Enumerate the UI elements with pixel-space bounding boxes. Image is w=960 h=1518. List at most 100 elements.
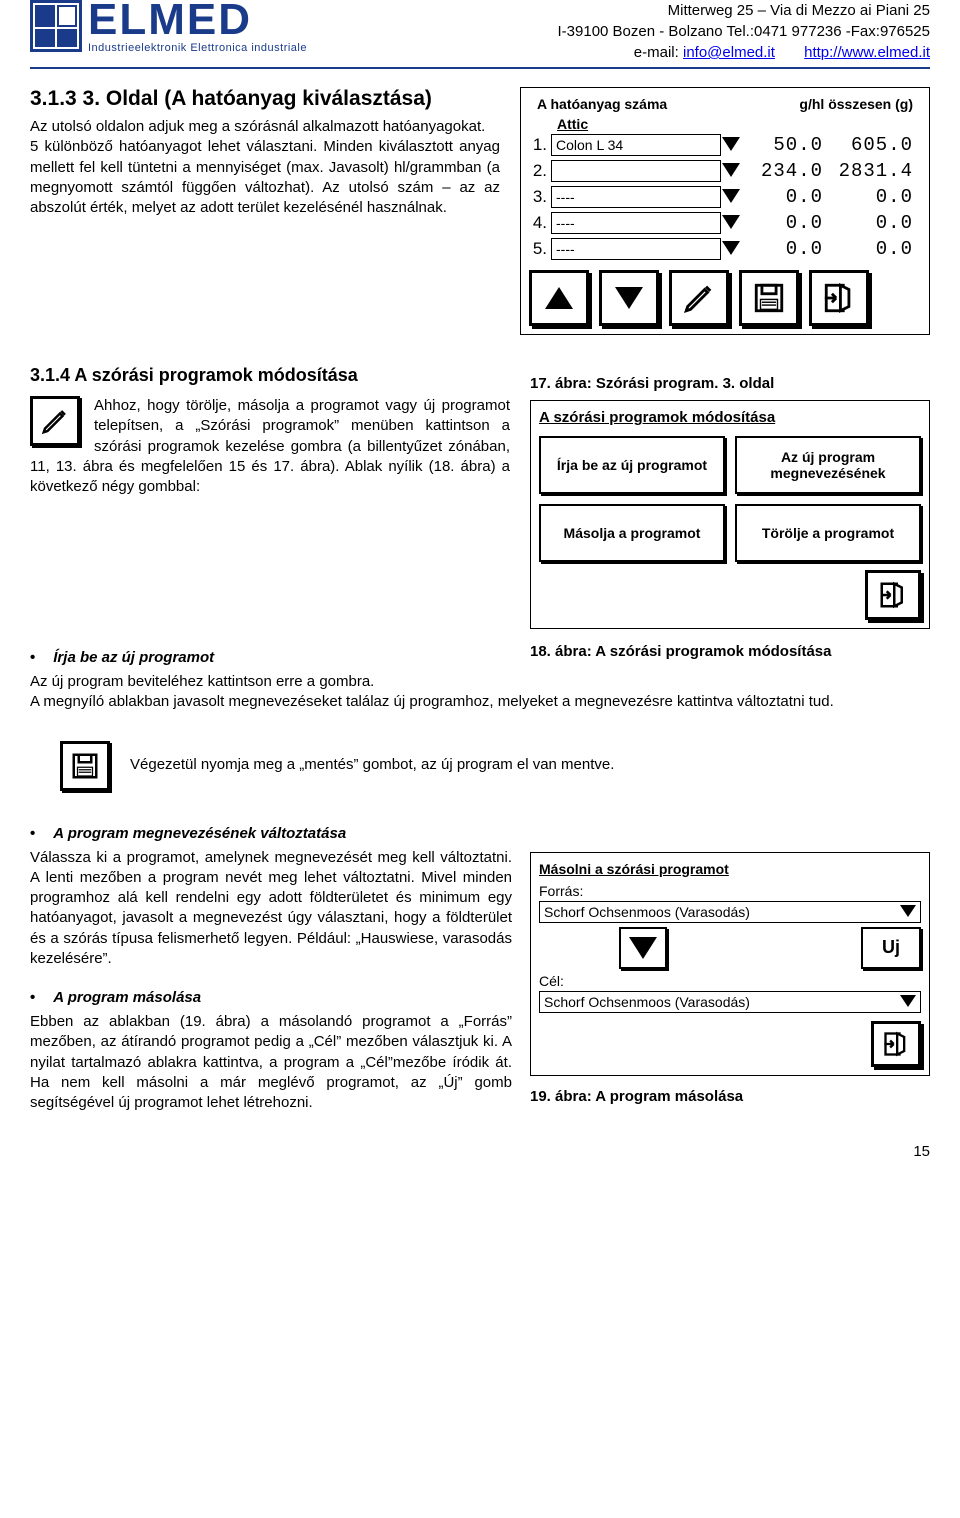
panel-toolbar: [529, 270, 921, 326]
ingredient-dropdown[interactable]: [551, 160, 721, 182]
dropdown-value: Colon L 34: [556, 137, 623, 153]
bullet-write-new: Írja be az új programot: [53, 649, 214, 666]
disk-icon: [752, 281, 786, 315]
arrow-up-icon: [545, 287, 573, 309]
dropdown-value: ----: [556, 189, 575, 205]
caption-19: 19. ábra: A program másolása: [530, 1088, 930, 1105]
email-label: e-mail:: [634, 44, 683, 61]
website-link[interactable]: http://www.elmed.it: [804, 44, 930, 61]
exit-button[interactable]: [871, 1021, 921, 1067]
bullet-copy: A program másolása: [53, 989, 201, 1006]
ingredient-dropdown[interactable]: ----: [551, 238, 721, 260]
chevron-down-icon: [900, 995, 916, 1007]
ingredient-dropdown[interactable]: ----: [551, 212, 721, 234]
exit-button[interactable]: [865, 570, 921, 620]
row-num: 1.: [529, 135, 547, 155]
company-contact: Mitterweg 25 – Via di Mezzo ai Piani 25 …: [558, 0, 931, 63]
page-header: ELMED Industrieelektronik Elettronica in…: [30, 0, 930, 69]
delete-program-button[interactable]: Törölje a programot: [735, 504, 921, 562]
dropdown-value: ----: [556, 215, 575, 231]
logo-subtitle: Industrieelektronik Elettronica industri…: [88, 42, 307, 54]
logo-icon: [30, 0, 82, 52]
rename-program-button[interactable]: Az új program megnevezésének: [735, 436, 921, 494]
bullet-rename: A program megnevezésének változtatása: [53, 825, 346, 842]
arrow-down-icon: [629, 937, 657, 959]
disk-icon: [70, 751, 100, 781]
pencil-icon: [40, 406, 70, 436]
panel-col1: A hatóanyag száma: [537, 96, 667, 112]
page-number: 15: [30, 1143, 930, 1160]
attic-label: Attic: [557, 116, 921, 132]
copy-program-panel: Másolni a szórási programot Forrás: Scho…: [530, 852, 930, 1076]
save-hint: Végezetül nyomja meg a „mentés” gombot, …: [130, 755, 614, 775]
chevron-down-icon: [722, 215, 740, 229]
pencil-icon-box: [30, 396, 80, 446]
chevron-down-icon: [722, 189, 740, 203]
pencil-icon: [682, 281, 716, 315]
value-total: 0.0: [827, 186, 913, 208]
chevron-down-icon: [722, 241, 740, 255]
row-num: 5.: [529, 239, 547, 259]
ingredient-row: 2. 234.0 2831.4: [529, 160, 921, 182]
arrow-down-button[interactable]: [599, 270, 659, 326]
section-313-body: Az utolsó oldalon adjuk meg a szórásnál …: [30, 117, 500, 218]
caption-17: 17. ábra: Szórási program. 3. oldal: [530, 375, 930, 392]
ingredient-row: 3. ---- 0.0 0.0: [529, 186, 921, 208]
dropdown-value: ----: [556, 241, 575, 257]
value-total: 605.0: [827, 134, 913, 156]
modify-programs-panel: A szórási programok módosítása Írja be a…: [530, 400, 930, 629]
ingredient-row: 5. ---- 0.0 0.0: [529, 238, 921, 260]
panel-col2: g/hl összesen (g): [799, 96, 913, 112]
write-new-program-button[interactable]: Írja be az új programot: [539, 436, 725, 494]
source-label: Forrás:: [539, 883, 921, 899]
write-new-body: Az új program beviteléhez kattintson err…: [30, 672, 930, 713]
copy-down-button[interactable]: [619, 927, 667, 969]
save-button[interactable]: [739, 270, 799, 326]
rename-body-text: Válassza ki a programot, amelynek megnev…: [30, 849, 512, 967]
row-num: 3.: [529, 187, 547, 207]
section-314-heading: 3.1.4 A szórási programok módosítása: [30, 365, 510, 386]
logo-block: ELMED Industrieelektronik Elettronica in…: [30, 0, 307, 54]
ingredient-dropdown[interactable]: Colon L 34: [551, 134, 721, 156]
copy-panel-title: Másolni a szórási programot: [539, 861, 921, 877]
target-dropdown[interactable]: Schorf Ochsenmoos (Varasodás): [539, 991, 921, 1013]
door-exit-icon: [882, 1030, 910, 1058]
source-dropdown[interactable]: Schorf Ochsenmoos (Varasodás): [539, 901, 921, 923]
chevron-down-icon: [722, 137, 740, 151]
modify-panel-title: A szórási programok módosítása: [539, 409, 921, 426]
address-line2: I-39100 Bozen - Bolzano Tel.:0471 977236…: [558, 21, 931, 42]
value-ghl: 50.0: [749, 134, 823, 156]
value-total: 2831.4: [827, 160, 913, 182]
email-link[interactable]: info@elmed.it: [683, 44, 775, 61]
disk-icon-box: [60, 741, 110, 791]
logo-name: ELMED: [88, 0, 307, 40]
ingredient-row: 1. Colon L 34 50.0 605.0: [529, 134, 921, 156]
exit-button[interactable]: [809, 270, 869, 326]
value-ghl: 234.0: [749, 160, 823, 182]
section-314-body: Ahhoz, hogy törölje, másolja a programot…: [30, 396, 510, 497]
source-value: Schorf Ochsenmoos (Varasodás): [544, 904, 750, 920]
target-value: Schorf Ochsenmoos (Varasodás): [544, 994, 750, 1010]
edit-button[interactable]: [669, 270, 729, 326]
row-num: 4.: [529, 213, 547, 233]
row-num: 2.: [529, 161, 547, 181]
value-ghl: 0.0: [749, 186, 823, 208]
value-ghl: 0.0: [749, 212, 823, 234]
target-label: Cél:: [539, 973, 921, 989]
chevron-down-icon: [900, 905, 916, 917]
ingredient-dropdown[interactable]: ----: [551, 186, 721, 208]
value-ghl: 0.0: [749, 238, 823, 260]
ingredient-row: 4. ---- 0.0 0.0: [529, 212, 921, 234]
address-line1: Mitterweg 25 – Via di Mezzo ai Piani 25: [558, 0, 931, 21]
section-313-heading: 3.1.3 3. Oldal (A hatóanyag kiválasztása…: [30, 87, 500, 111]
chevron-down-icon: [722, 163, 740, 177]
arrow-up-button[interactable]: [529, 270, 589, 326]
door-exit-icon: [822, 281, 856, 315]
new-button[interactable]: Uj: [861, 927, 921, 969]
door-exit-icon: [878, 580, 908, 610]
value-total: 0.0: [827, 212, 913, 234]
ingredient-panel: A hatóanyag száma g/hl összesen (g) Atti…: [520, 87, 930, 335]
arrow-down-icon: [615, 287, 643, 309]
value-total: 0.0: [827, 238, 913, 260]
copy-program-button[interactable]: Másolja a programot: [539, 504, 725, 562]
